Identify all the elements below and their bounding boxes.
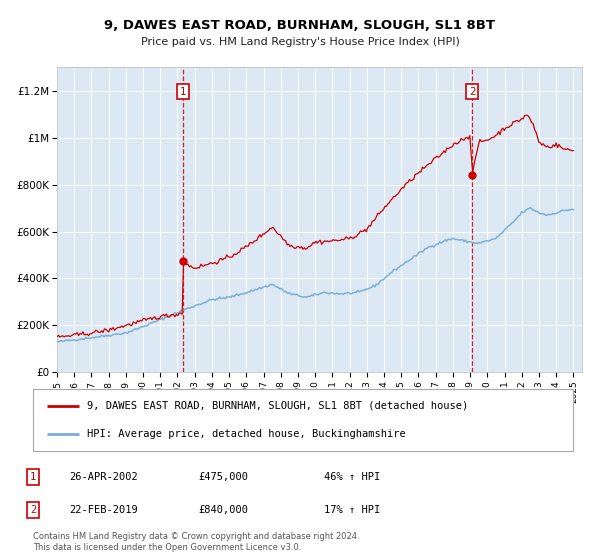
Text: 26-APR-2002: 26-APR-2002	[69, 472, 138, 482]
Text: 22-FEB-2019: 22-FEB-2019	[69, 505, 138, 515]
Text: 2: 2	[30, 505, 36, 515]
Text: Contains HM Land Registry data © Crown copyright and database right 2024.
This d: Contains HM Land Registry data © Crown c…	[33, 532, 359, 552]
Text: 46% ↑ HPI: 46% ↑ HPI	[324, 472, 380, 482]
Text: 2: 2	[469, 87, 476, 97]
Text: £840,000: £840,000	[198, 505, 248, 515]
Text: 9, DAWES EAST ROAD, BURNHAM, SLOUGH, SL1 8BT: 9, DAWES EAST ROAD, BURNHAM, SLOUGH, SL1…	[104, 18, 496, 32]
Text: HPI: Average price, detached house, Buckinghamshire: HPI: Average price, detached house, Buck…	[87, 429, 406, 439]
Text: 17% ↑ HPI: 17% ↑ HPI	[324, 505, 380, 515]
Text: £475,000: £475,000	[198, 472, 248, 482]
Text: Price paid vs. HM Land Registry's House Price Index (HPI): Price paid vs. HM Land Registry's House …	[140, 37, 460, 47]
Text: 9, DAWES EAST ROAD, BURNHAM, SLOUGH, SL1 8BT (detached house): 9, DAWES EAST ROAD, BURNHAM, SLOUGH, SL1…	[87, 401, 468, 411]
Text: 1: 1	[179, 87, 187, 97]
Text: 1: 1	[30, 472, 36, 482]
